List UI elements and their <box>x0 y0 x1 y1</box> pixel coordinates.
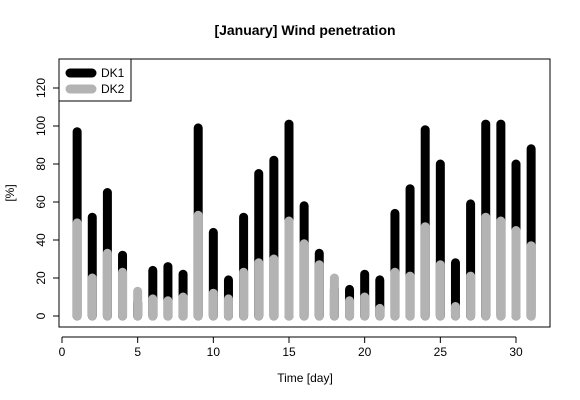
y-tick-label: 40 <box>34 233 48 247</box>
x-tick-label: 0 <box>59 345 66 359</box>
legend-label-dk1: DK1 <box>101 66 125 80</box>
legend-label-dk2: DK2 <box>101 82 125 96</box>
y-tick-label: 80 <box>34 157 48 171</box>
x-tick-label: 25 <box>434 345 448 359</box>
x-tick-label: 5 <box>134 345 141 359</box>
y-tick-label: 20 <box>34 271 48 285</box>
x-axis-label: Time [day] <box>277 371 333 385</box>
y-axis-label: [%] <box>3 184 17 201</box>
legend-box <box>58 58 132 102</box>
y-tick-label: 100 <box>34 116 48 136</box>
series-dk2 <box>72 210 536 321</box>
y-tick-label: 120 <box>34 78 48 98</box>
x-tick-label: 15 <box>282 345 296 359</box>
chart-title: [January] Wind penetration <box>214 22 395 38</box>
y-axis: 0 20 40 60 80 100 120 <box>34 78 60 319</box>
y-tick-label: 60 <box>34 195 48 209</box>
x-tick-label: 10 <box>207 345 221 359</box>
x-tick-label: 30 <box>509 345 523 359</box>
y-tick-label: 0 <box>34 312 48 319</box>
legend: DK1 DK2 <box>58 58 132 102</box>
x-tick-label: 20 <box>358 345 372 359</box>
x-axis: 0 5 10 15 20 25 30 <box>59 336 523 359</box>
